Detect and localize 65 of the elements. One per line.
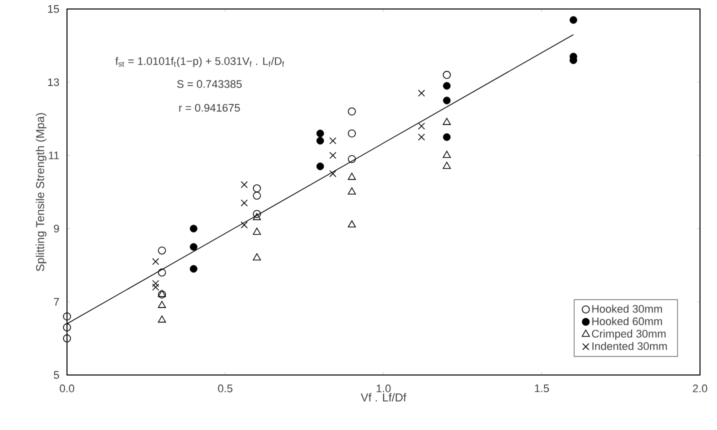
text: f$_{st}$ = 1.0101f$_{t}$(1−p) + 5.031V$_{f}$ . L$_{f}$/D$_{f}$ bbox=[115, 56, 284, 68]
point bbox=[418, 90, 425, 97]
point bbox=[348, 220, 356, 228]
point bbox=[152, 280, 160, 287]
y-tick-label: 5 bbox=[54, 371, 60, 379]
x-tick-label: 1.5 bbox=[534, 384, 549, 392]
point bbox=[316, 136, 324, 145]
point bbox=[443, 133, 451, 141]
x-axis-title: Vf . Lf/Df bbox=[360, 393, 406, 402]
point bbox=[252, 184, 261, 192]
point bbox=[252, 253, 261, 260]
point bbox=[418, 134, 425, 141]
point bbox=[158, 316, 166, 323]
point bbox=[570, 16, 578, 24]
point bbox=[252, 192, 261, 200]
legend-label: Crimped 30mm bbox=[592, 330, 666, 340]
point bbox=[240, 221, 248, 228]
y-axis-title: Splitting Tensile Strength (Mpa) bbox=[36, 113, 46, 272]
point bbox=[443, 82, 451, 90]
point bbox=[63, 323, 71, 332]
point bbox=[252, 213, 261, 220]
point bbox=[329, 152, 336, 159]
point bbox=[442, 118, 451, 125]
y-tick-label: 9 bbox=[54, 224, 59, 232]
point bbox=[158, 246, 166, 255]
legend-label: Hooked 30mm bbox=[592, 304, 662, 313]
x-tick-label: 1.0 bbox=[376, 384, 391, 392]
x-tick-label: 0.0 bbox=[60, 384, 74, 392]
point bbox=[348, 129, 356, 138]
point bbox=[348, 187, 356, 194]
legend-label: Indented 30mm bbox=[592, 342, 667, 350]
point bbox=[316, 130, 324, 138]
point bbox=[442, 150, 451, 158]
point bbox=[152, 258, 160, 266]
annotation: S = 0.743385 bbox=[177, 80, 242, 88]
point bbox=[348, 172, 356, 180]
point bbox=[63, 334, 71, 342]
point bbox=[240, 181, 248, 188]
point bbox=[348, 155, 356, 164]
annotation: r = 0.941675 bbox=[179, 104, 240, 112]
point bbox=[348, 107, 356, 116]
point bbox=[442, 70, 451, 79]
legend-label: Hooked 60mm bbox=[592, 317, 662, 326]
y-tick-label: 11 bbox=[48, 152, 59, 160]
y-tick-label: 7 bbox=[54, 298, 59, 306]
x-tick-label: 2.0 bbox=[692, 384, 708, 392]
point bbox=[158, 300, 166, 308]
point bbox=[329, 170, 336, 178]
point bbox=[442, 162, 451, 169]
x-tick-label: 0.5 bbox=[218, 384, 232, 392]
point bbox=[240, 199, 248, 206]
point bbox=[418, 122, 425, 130]
point bbox=[158, 268, 166, 277]
point bbox=[63, 312, 71, 320]
y-tick-label: 15 bbox=[48, 5, 60, 13]
point bbox=[252, 210, 261, 218]
point bbox=[152, 284, 160, 291]
point bbox=[252, 228, 261, 235]
point bbox=[329, 137, 336, 144]
point bbox=[316, 162, 324, 170]
y-tick-label: 13 bbox=[48, 78, 59, 86]
point bbox=[190, 224, 198, 232]
point bbox=[190, 243, 198, 251]
point bbox=[190, 265, 198, 273]
point bbox=[443, 96, 451, 104]
